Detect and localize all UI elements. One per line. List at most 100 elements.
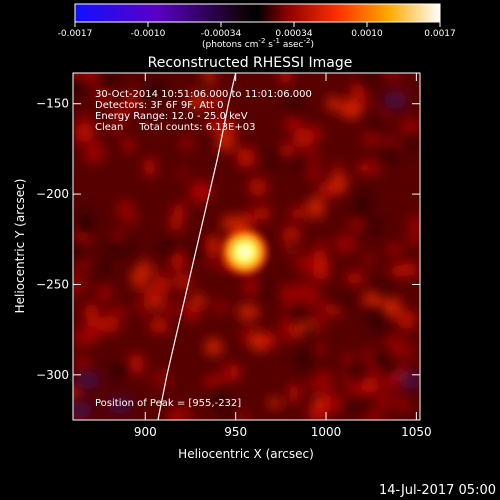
negative-blob — [188, 243, 201, 262]
colorbar-tick-label: -0.0017 — [58, 29, 93, 39]
residual-blob — [129, 352, 144, 375]
residual-blob — [361, 133, 381, 145]
residual-blob — [396, 398, 408, 410]
negative-blob — [73, 78, 83, 97]
residual-blob — [209, 299, 230, 315]
residual-blob — [95, 87, 113, 100]
negative-blob — [116, 362, 127, 375]
residual-blob — [191, 293, 205, 307]
residual-blob — [294, 252, 315, 274]
colorbar-tick-label: 0.0010 — [351, 29, 383, 39]
residual-blob — [144, 157, 156, 178]
y-tick-label: −250 — [36, 277, 69, 291]
residual-blob — [332, 162, 343, 176]
residual-blob — [323, 387, 337, 409]
negative-blob — [80, 209, 91, 228]
negative-blob — [288, 97, 300, 112]
residual-blob — [108, 306, 129, 317]
colorbar — [74, 3, 441, 23]
residual-blob — [254, 205, 272, 221]
colorbar-units: (photons cm-2 s-1 asec-2) — [202, 37, 314, 50]
negative-blob — [353, 201, 372, 214]
residual-blob — [147, 296, 163, 308]
residual-blob — [177, 166, 189, 181]
residual-blob — [334, 397, 346, 411]
negative-blob — [108, 396, 132, 414]
negative-blob — [73, 245, 81, 258]
annotation-detectors: Detectors: 3F 6F 9F, Att 0 — [95, 100, 223, 111]
negative-blob — [409, 138, 418, 149]
residual-blob — [118, 212, 138, 226]
residual-blob — [382, 296, 401, 318]
annotation-peak-position: Position of Peak = [955,-232] — [95, 398, 241, 409]
residual-blob — [73, 386, 80, 399]
residual-blob — [111, 118, 122, 135]
negative-blob — [381, 153, 396, 162]
y-tick-label: −150 — [36, 97, 69, 111]
residual-blob — [301, 149, 322, 163]
residual-blob — [313, 341, 324, 354]
negative-blob — [106, 239, 119, 255]
negative-blob — [76, 268, 91, 279]
negative-blob — [360, 190, 370, 201]
y-axis-label: Heliocentric Y (arcsec) — [13, 179, 27, 314]
residual-blob — [150, 369, 172, 388]
negative-blob — [269, 149, 282, 164]
residual-blob — [112, 108, 128, 119]
residual-blob — [77, 358, 89, 372]
annotation-time-range: 30-Oct-2014 10:51:06.000 to 11:01:06.000 — [95, 89, 312, 100]
axes: 900 950 1000 1050 −150 −200 −250 −300 — [36, 73, 432, 439]
residual-blob — [197, 251, 217, 268]
annotation-method: Clean Total counts: 6.13E+03 — [95, 122, 255, 133]
residual-blob — [361, 407, 383, 420]
residual-blob — [83, 302, 99, 323]
residual-blob — [389, 264, 408, 278]
residual-blob — [278, 73, 293, 85]
negative-blob — [100, 74, 116, 88]
residual-blob — [181, 137, 192, 149]
residual-blob — [131, 267, 145, 288]
colorbar-ticks: -0.0017 -0.0010 -0.00034 0.00034 0.0010 0.001… — [58, 22, 456, 39]
residual-blob — [335, 234, 356, 253]
residual-blob — [332, 172, 347, 194]
residual-blob — [237, 304, 259, 320]
residual-blob — [153, 275, 170, 297]
negative-blob — [288, 311, 303, 322]
residual-blob — [80, 114, 92, 126]
negative-blob — [260, 282, 270, 294]
negative-blob — [378, 282, 389, 297]
x-tick-label: 1050 — [401, 425, 432, 439]
residual-blob — [367, 159, 386, 175]
residual-blob — [288, 382, 300, 404]
negative-blob — [302, 327, 318, 341]
residual-blob — [350, 82, 366, 100]
residual-blob — [289, 208, 307, 219]
residual-blob — [326, 96, 340, 111]
residual-blob — [350, 218, 364, 230]
residual-blob — [190, 90, 205, 111]
x-tick-label: 950 — [224, 425, 247, 439]
residual-blob — [216, 133, 234, 151]
residual-blob — [140, 283, 158, 300]
residual-blob — [184, 307, 200, 323]
negative-blob — [349, 401, 367, 410]
residual-blob — [292, 127, 315, 148]
residual-blob — [370, 361, 386, 377]
heatmap-image — [73, 73, 420, 420]
residual-blob — [160, 302, 177, 313]
y-tick-label: −300 — [36, 368, 69, 382]
negative-blob — [121, 239, 132, 253]
residual-blob — [283, 289, 295, 312]
residual-blob — [376, 390, 393, 411]
residual-blob — [252, 332, 265, 353]
residual-blob — [214, 112, 235, 124]
x-tick-label: 1000 — [311, 425, 342, 439]
residual-blob — [363, 252, 374, 267]
negative-blob — [287, 242, 304, 254]
residual-blob — [189, 183, 203, 202]
residual-blob — [281, 226, 302, 245]
residual-blob — [116, 200, 132, 214]
residual-blob — [345, 272, 365, 285]
residual-blob — [148, 318, 170, 333]
residual-blob — [74, 259, 96, 270]
